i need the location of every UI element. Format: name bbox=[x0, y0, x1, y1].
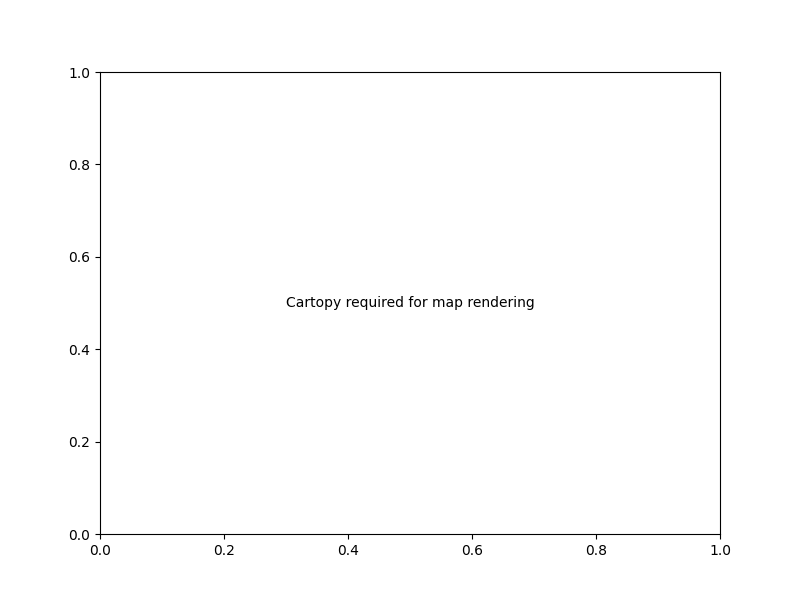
Text: Cartopy required for map rendering: Cartopy required for map rendering bbox=[286, 296, 534, 310]
